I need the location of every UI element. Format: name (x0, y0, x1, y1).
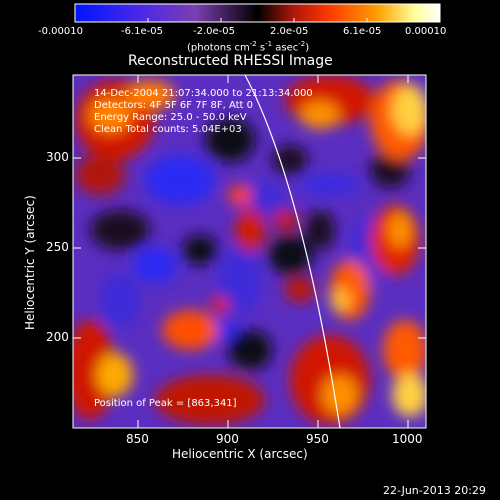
rhessi-image (73, 75, 426, 428)
info-clean: Clean Total counts: 5.04E+03 (94, 124, 242, 135)
x-tick-label: 1000 (392, 432, 423, 446)
plot-title: Reconstructed RHESSI Image (128, 53, 333, 69)
x-axis-title: Heliocentric X (arcsec) (172, 447, 308, 461)
info-energy: Energy Range: 25.0 - 50.0 keV (94, 112, 247, 123)
plot-frame (72, 74, 427, 429)
x-tick-label: 900 (216, 432, 239, 446)
colorbar (74, 3, 441, 23)
x-tick-label: 950 (306, 432, 329, 446)
footer-date: 22-Jun-2013 20:29 (383, 484, 486, 497)
colorbar-ticks (74, 18, 441, 22)
colorbar-tick-label: 6.1e-05 (343, 26, 382, 37)
colorbar-tick-label: 0.00010 (405, 26, 447, 37)
colorbar-tick-label: -6.1e-05 (121, 26, 163, 37)
y-ticks (73, 157, 426, 339)
y-tick-label: 300 (46, 150, 69, 164)
info-time: 14-Dec-2004 21:07:34.000 to 21:13:34.000 (94, 88, 313, 99)
y-tick-label: 250 (46, 240, 69, 254)
y-axis-title: Heliocentric Y (arcsec) (23, 195, 37, 330)
info-peak: Position of Peak = [863,341] (94, 398, 237, 409)
colorbar-tick-label: 2.0e-05 (270, 26, 309, 37)
y-tick-label: 200 (46, 330, 69, 344)
info-detectors: Detectors: 4F 5F 6F 7F 8F, Att 0 (94, 100, 254, 111)
colorbar-tick-label: -0.00010 (38, 26, 83, 37)
colorbar-tick-label: -2.0e-05 (193, 26, 235, 37)
colorbar-units: (photons cm-2 s-1 asec-2) (187, 40, 310, 54)
x-tick-label: 850 (126, 432, 149, 446)
x-ticks (137, 75, 409, 428)
solar-limb-line (244, 75, 341, 428)
